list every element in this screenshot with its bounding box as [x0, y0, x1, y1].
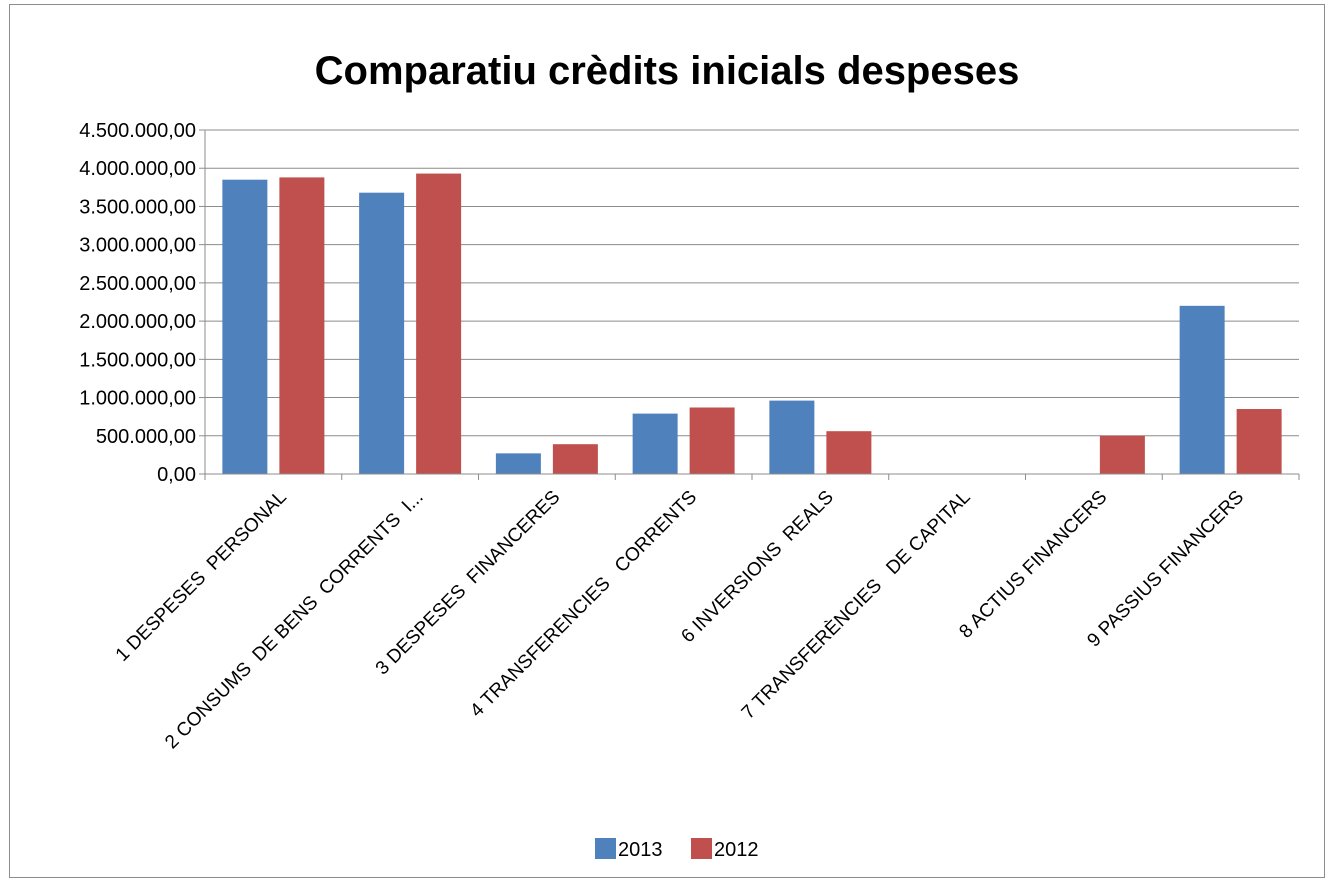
y-tick-label: 1.500.000,00: [79, 349, 196, 371]
y-tick-label: 2.000.000,00: [79, 311, 196, 333]
chart-frame: Comparatiu crèdits inicials despeses 0,0…: [9, 4, 1325, 878]
x-category-label: 7 TRANSFERÈNCIES DE CAPITAL: [738, 487, 975, 724]
chart-title: Comparatiu crèdits inicials despeses: [315, 49, 1020, 93]
bar-2013-2: [359, 192, 405, 474]
y-tick-label: 4.000.000,00: [79, 158, 196, 180]
legend-label-2012: 2012: [714, 839, 759, 861]
bar-2013-5: [769, 400, 815, 474]
y-tick-label: 3.500.000,00: [79, 196, 196, 218]
y-tick-label: 0,00: [157, 464, 196, 486]
x-category-label: 8 ACTIUS FINANCERS: [955, 487, 1111, 643]
x-category-label: 9 PASSIUS FINANCERS: [1083, 487, 1248, 652]
y-tick-label: 3.000.000,00: [79, 235, 196, 257]
bar-2012-8: [1236, 409, 1282, 474]
y-tick-label: 4.500.000,00: [79, 120, 196, 142]
x-category-label: 4 TRANSFERENCIES CORRENTS: [466, 487, 701, 722]
legend-swatch-2012: [691, 838, 712, 859]
x-category-label: 2 CONSUMS DE BENS CORRENTS I...: [161, 487, 427, 753]
legend: 2013 2012: [595, 838, 759, 861]
bar-2012-3: [552, 444, 598, 474]
legend-label-2013: 2013: [618, 839, 663, 861]
bars: [222, 173, 1282, 474]
x-category-label: 6 INVERSIONS REALS: [677, 487, 837, 647]
bar-2012-4: [689, 407, 735, 474]
y-tick-label: 500.000,00: [96, 426, 196, 448]
y-tick-label: 1.000.000,00: [79, 388, 196, 410]
bar-2012-2: [416, 173, 462, 474]
bar-2013-8: [1179, 305, 1225, 474]
bar-2012-1: [279, 177, 325, 474]
bar-2012-7: [1099, 435, 1145, 474]
axes: [204, 130, 1300, 480]
y-axis-ticks: 0,00 500.000,00 1.000.000,00 1.500.000,00 2.…: [79, 120, 196, 486]
bar-chart: Comparatiu crèdits inicials despeses 0,0…: [79, 49, 1300, 861]
legend-swatch-2013: [595, 838, 616, 859]
bar-2013-3: [495, 453, 541, 474]
y-tick-label: 2.500.000,00: [79, 273, 196, 295]
bar-2012-5: [826, 431, 872, 474]
bar-2013-4: [632, 413, 678, 474]
bar-2013-1: [222, 179, 268, 474]
